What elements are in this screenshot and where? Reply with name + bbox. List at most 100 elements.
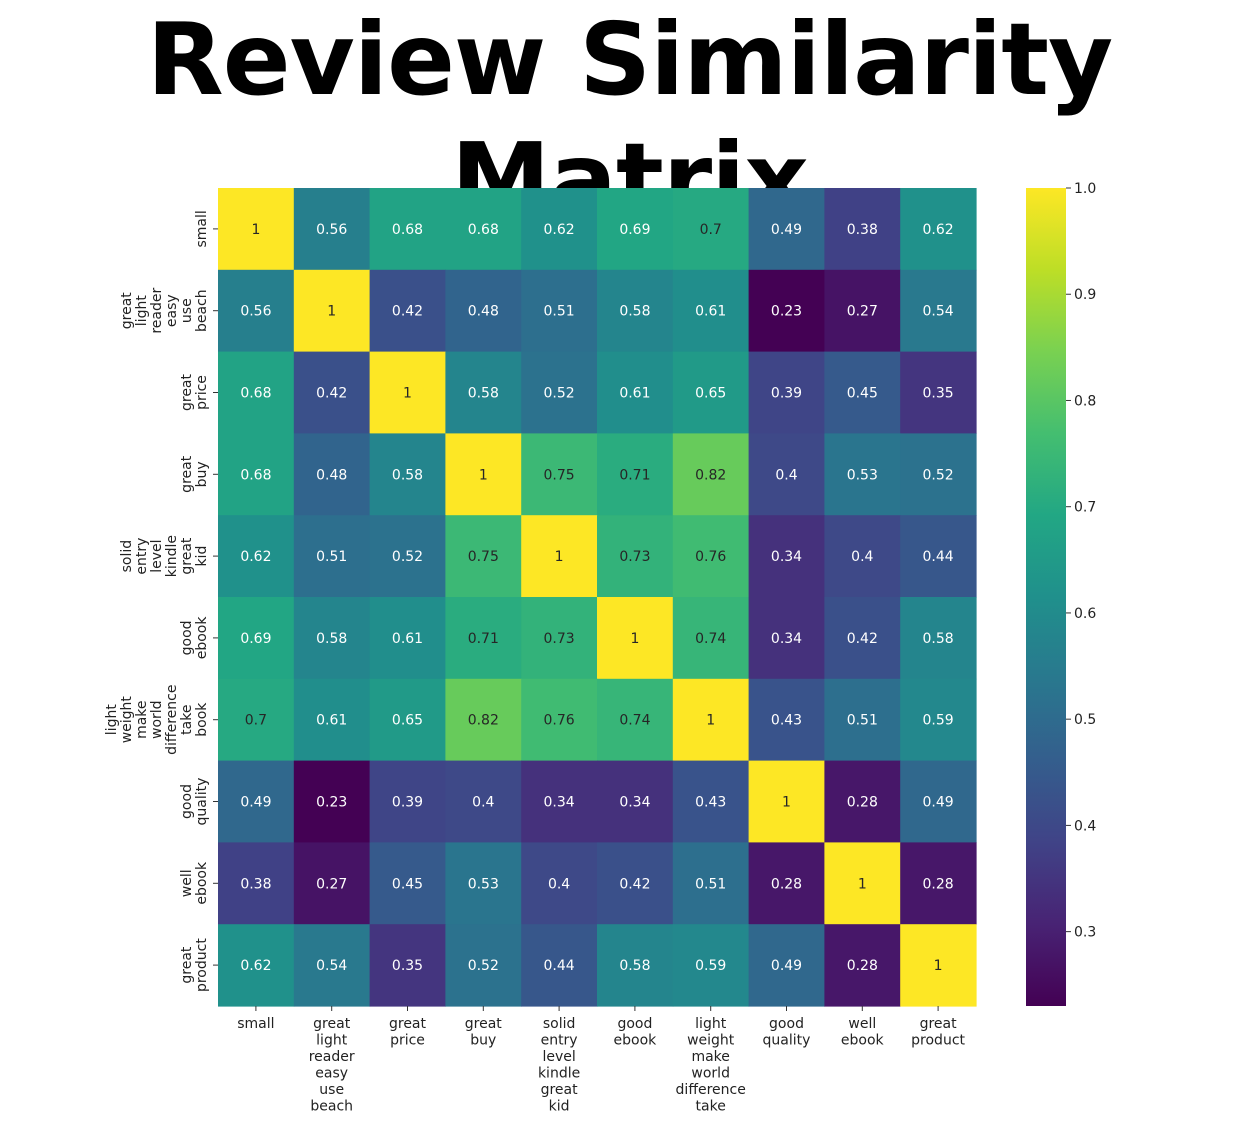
heatmap-cell: [445, 842, 522, 925]
cell-value-label: 1: [630, 631, 639, 647]
y-tick-word: difference: [164, 685, 180, 755]
heatmap-cell: [445, 760, 522, 843]
heatmap-cell: [369, 351, 446, 434]
cell-value-label: 0.42: [316, 386, 347, 402]
heatmap-cell: [369, 433, 446, 516]
cell-value-label: 0.58: [316, 631, 347, 647]
y-tick-word: ebook: [194, 861, 210, 905]
cell-value-label: 0.7: [245, 713, 267, 729]
cell-value-label: 0.62: [240, 549, 271, 565]
heatmap-cell: [672, 760, 750, 843]
cell-value-label: 0.61: [316, 713, 347, 729]
heatmap-cell: [369, 515, 446, 598]
y-tick-word: great: [179, 537, 195, 575]
y-tick-label: light weight make world difference take book: [104, 685, 210, 755]
y-tick-word: light: [134, 295, 150, 327]
y-tick-word: easy: [164, 294, 180, 327]
colorbar-tick-label: 0.4: [1074, 818, 1096, 834]
heatmap-cell: [521, 678, 598, 762]
cell-value-label: 0.69: [619, 222, 650, 238]
cell-value-label: 1: [555, 549, 564, 565]
y-tick-word: good: [179, 784, 195, 819]
x-tick-label: well ebook: [841, 1016, 885, 1049]
cell-value-label: 0.4: [851, 549, 873, 565]
cell-value-label: 0.53: [847, 467, 878, 483]
y-tick-word: take: [179, 705, 195, 735]
cell-value-label: 0.62: [544, 222, 575, 238]
x-tick-label: great price: [389, 1016, 427, 1049]
heatmap-cell: [521, 433, 598, 516]
cell-value-label: 0.75: [544, 467, 575, 483]
y-tick-label: solid entry level kindle great kid: [119, 535, 210, 577]
x-axis-labels: small great light reader easy use beach great pr…: [237, 1006, 966, 1115]
cell-value-label: 0.73: [619, 549, 650, 565]
heatmap-cell: [900, 269, 977, 353]
heatmap-cell: [369, 842, 446, 925]
x-tick-label: great buy: [465, 1016, 503, 1049]
cell-value-label: 0.27: [847, 304, 878, 320]
cell-value-label: 0.68: [468, 222, 499, 238]
heatmap-cells: [218, 188, 977, 1007]
y-tick-label: well ebook: [179, 861, 210, 905]
cell-value-label: 1: [327, 304, 336, 320]
heatmap-cell: [218, 597, 295, 680]
y-tick-word: level: [149, 539, 165, 572]
heatmap-cell: [900, 760, 977, 843]
cell-value-label: 0.56: [316, 222, 347, 238]
cell-value-label: 0.59: [923, 713, 954, 729]
heatmap-cell: [293, 924, 371, 1007]
cell-value-label: 0.61: [695, 304, 726, 320]
heatmap-cell: [445, 924, 522, 1007]
heatmap-cell: [748, 351, 825, 434]
cell-value-label: 0.23: [316, 795, 347, 811]
heatmap-cell: [293, 760, 371, 843]
cell-value-label: 1: [251, 222, 260, 238]
cell-value-label: 0.58: [392, 467, 423, 483]
cell-value-label: 1: [782, 795, 791, 811]
heatmap-cell: [597, 678, 674, 762]
cell-value-label: 0.51: [847, 713, 878, 729]
heatmap-cell: [218, 842, 295, 925]
x-tick-label: solid entry level kindle great kid: [538, 1016, 580, 1115]
cell-value-label: 0.82: [695, 467, 726, 483]
heatmap-cell: [824, 188, 901, 271]
y-tick-word: use: [179, 298, 195, 323]
cell-value-label: 0.76: [544, 713, 575, 729]
y-tick-word: quality: [194, 778, 210, 826]
colorbar-tick-label: 1.0: [1074, 181, 1096, 197]
cell-value-label: 0.68: [392, 222, 423, 238]
heatmap-cell: [824, 842, 901, 925]
y-tick-word: solid: [119, 540, 135, 573]
x-tick-label: good quality: [763, 1016, 811, 1049]
colorbar-tick-label: 0.6: [1074, 606, 1096, 622]
heatmap-cell: [369, 597, 446, 680]
heatmap-cell: [293, 515, 371, 598]
y-tick-word: weight: [119, 696, 135, 744]
colorbar-tick-label: 0.3: [1074, 925, 1096, 941]
heatmap-cell: [824, 597, 901, 680]
y-tick-word: make: [134, 700, 150, 738]
cell-value-label: 0.65: [392, 713, 423, 729]
y-tick-word: book: [194, 702, 210, 737]
colorbar-tick-label: 0.5: [1074, 712, 1096, 728]
cell-value-label: 0.28: [847, 795, 878, 811]
heatmap-cell: [445, 269, 522, 353]
cell-value-label: 0.28: [771, 876, 802, 892]
cell-value-label: 0.58: [468, 386, 499, 402]
heatmap-cell: [218, 760, 295, 843]
heatmap-cell: [900, 351, 977, 434]
heatmap-cell: [597, 188, 674, 271]
heatmap-cell: [521, 269, 598, 353]
y-tick-word: great: [179, 455, 195, 493]
cell-value-label: 0.35: [392, 958, 423, 974]
heatmap-cell: [597, 842, 674, 925]
heatmap-cell: [597, 760, 674, 843]
cell-value-label: 0.44: [923, 549, 954, 565]
cell-value-label: 1: [934, 958, 943, 974]
cell-value-label: 0.51: [544, 304, 575, 320]
heatmap-cell: [672, 924, 750, 1007]
heatmap-cell: [824, 924, 901, 1007]
y-tick-word: reader: [149, 288, 165, 334]
cell-value-label: 0.43: [695, 795, 726, 811]
